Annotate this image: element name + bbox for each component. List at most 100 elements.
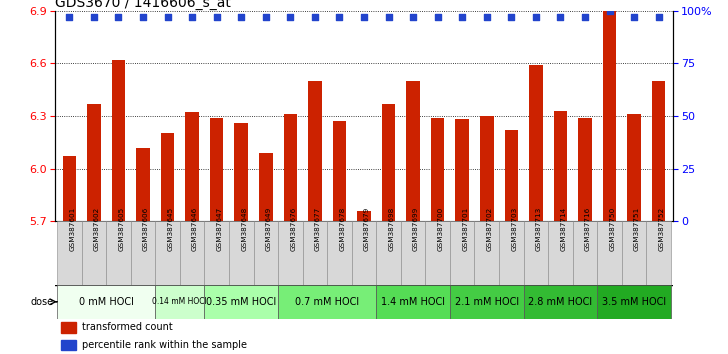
Text: 2.8 mM HOCl: 2.8 mM HOCl	[529, 297, 593, 307]
Point	[113, 14, 124, 20]
FancyBboxPatch shape	[548, 221, 573, 285]
FancyBboxPatch shape	[573, 221, 597, 285]
Point	[555, 14, 566, 20]
FancyBboxPatch shape	[278, 221, 303, 285]
Bar	[61, 322, 76, 333]
FancyBboxPatch shape	[646, 221, 671, 285]
Text: GSM387677: GSM387677	[315, 207, 321, 251]
Point	[358, 14, 370, 20]
Bar	[480, 116, 494, 221]
Point	[235, 14, 247, 20]
FancyBboxPatch shape	[352, 221, 376, 285]
Text: GSM387676: GSM387676	[290, 207, 296, 251]
Point	[63, 14, 75, 20]
Bar	[161, 133, 174, 221]
FancyBboxPatch shape	[131, 221, 155, 285]
Text: GSM387646: GSM387646	[192, 207, 198, 251]
Bar	[308, 81, 322, 221]
Bar	[406, 81, 420, 221]
Text: GSM387605: GSM387605	[119, 207, 124, 251]
Bar	[186, 113, 199, 221]
Point	[309, 14, 321, 20]
Point	[653, 14, 665, 20]
FancyBboxPatch shape	[597, 285, 671, 319]
Text: 0 mM HOCl: 0 mM HOCl	[79, 297, 134, 307]
Bar	[87, 104, 100, 221]
Bar	[578, 118, 592, 221]
Bar	[284, 114, 297, 221]
Point	[211, 14, 223, 20]
Point	[333, 14, 345, 20]
Point	[481, 14, 493, 20]
Bar	[505, 130, 518, 221]
FancyBboxPatch shape	[82, 221, 106, 285]
FancyBboxPatch shape	[622, 221, 646, 285]
Bar	[603, 11, 617, 221]
Bar	[529, 65, 542, 221]
FancyBboxPatch shape	[278, 285, 376, 319]
Text: 0.14 mM HOCl: 0.14 mM HOCl	[152, 297, 207, 306]
Text: GSM387606: GSM387606	[143, 207, 149, 251]
Bar	[554, 111, 567, 221]
Point	[88, 14, 100, 20]
Bar	[456, 119, 469, 221]
Bar	[111, 60, 125, 221]
Bar	[61, 340, 76, 350]
FancyBboxPatch shape	[180, 221, 205, 285]
Text: GSM387602: GSM387602	[94, 207, 100, 251]
FancyBboxPatch shape	[450, 285, 523, 319]
Text: transformed count: transformed count	[82, 322, 173, 332]
Text: GSM387678: GSM387678	[339, 207, 346, 251]
FancyBboxPatch shape	[425, 221, 450, 285]
FancyBboxPatch shape	[205, 221, 229, 285]
FancyBboxPatch shape	[327, 221, 352, 285]
Text: GSM387716: GSM387716	[585, 207, 591, 251]
Text: GSM387752: GSM387752	[659, 207, 665, 251]
Text: GSM387647: GSM387647	[217, 207, 223, 251]
FancyBboxPatch shape	[155, 221, 180, 285]
FancyBboxPatch shape	[523, 285, 597, 319]
Text: GSM387645: GSM387645	[167, 207, 173, 251]
FancyBboxPatch shape	[401, 221, 425, 285]
Point	[162, 14, 173, 20]
Point	[407, 14, 419, 20]
Bar	[136, 148, 150, 221]
Text: GSM387702: GSM387702	[487, 207, 493, 251]
Bar	[259, 153, 272, 221]
Bar	[381, 104, 395, 221]
Text: GSM387698: GSM387698	[389, 207, 395, 251]
Text: GSM387714: GSM387714	[561, 207, 566, 251]
Point	[579, 14, 591, 20]
Text: GSM387713: GSM387713	[536, 207, 542, 251]
Text: 0.35 mM HOCl: 0.35 mM HOCl	[206, 297, 277, 307]
Bar	[63, 156, 76, 221]
FancyBboxPatch shape	[229, 221, 253, 285]
Point	[456, 14, 468, 20]
Point	[285, 14, 296, 20]
FancyBboxPatch shape	[523, 221, 548, 285]
Point	[137, 14, 149, 20]
FancyBboxPatch shape	[376, 285, 450, 319]
Point	[530, 14, 542, 20]
Point	[432, 14, 443, 20]
Bar	[652, 81, 665, 221]
Text: percentile rank within the sample: percentile rank within the sample	[82, 340, 248, 350]
Bar	[431, 118, 444, 221]
Point	[186, 14, 198, 20]
Text: dose: dose	[31, 297, 54, 307]
FancyBboxPatch shape	[57, 221, 82, 285]
FancyBboxPatch shape	[155, 285, 205, 319]
Point	[383, 14, 395, 20]
FancyBboxPatch shape	[376, 221, 401, 285]
Bar	[628, 114, 641, 221]
Text: 0.7 mM HOCl: 0.7 mM HOCl	[295, 297, 359, 307]
Bar	[210, 118, 223, 221]
FancyBboxPatch shape	[205, 285, 278, 319]
Text: GSM387701: GSM387701	[462, 207, 468, 251]
Bar	[357, 211, 371, 221]
FancyBboxPatch shape	[253, 221, 278, 285]
FancyBboxPatch shape	[57, 285, 155, 319]
Bar	[333, 121, 347, 221]
Text: GSM387700: GSM387700	[438, 207, 443, 251]
Text: 2.1 mM HOCl: 2.1 mM HOCl	[455, 297, 519, 307]
